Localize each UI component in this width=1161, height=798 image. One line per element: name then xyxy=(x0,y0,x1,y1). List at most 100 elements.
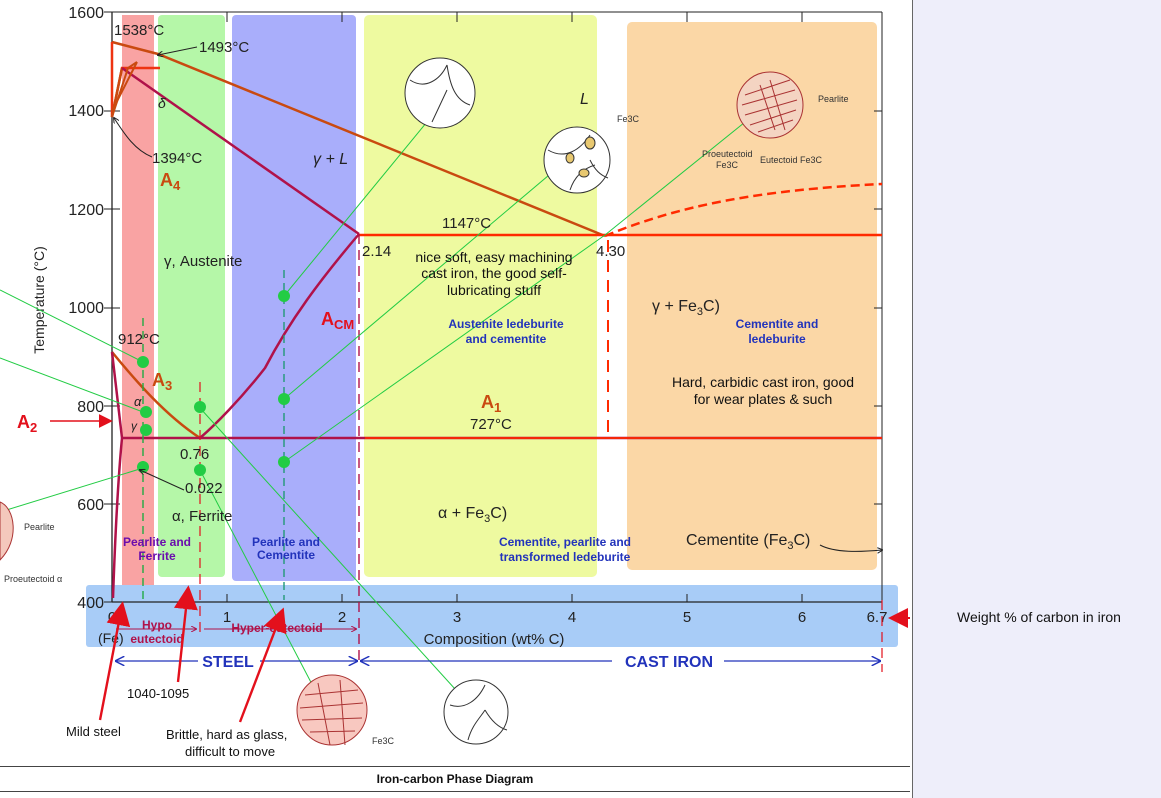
phase-cementite: Cementite (Fe3C) xyxy=(686,532,810,552)
figure-caption: Iron-carbon Phase Diagram xyxy=(0,766,910,792)
a3-line xyxy=(111,351,201,440)
band-cementite-ledeburite-1: Cementite and xyxy=(736,317,819,331)
y-tick-800: 800 xyxy=(77,399,104,416)
phase-delta: δ xyxy=(158,95,166,111)
region-hypo: Hypo xyxy=(142,618,172,632)
ferrite-solvus-line xyxy=(111,437,124,599)
solidus-austenite-line xyxy=(121,66,360,236)
label-4-30: 4.30 xyxy=(596,243,625,260)
red-zone-band xyxy=(122,15,154,595)
x-tick-6-7: 6.7 xyxy=(867,609,888,626)
y-tick-600: 600 xyxy=(77,497,104,514)
microstructure-leader-lines xyxy=(0,99,761,701)
micro-eutectic xyxy=(543,126,611,194)
x-tick-6: 6 xyxy=(798,609,806,626)
label-a4: A4 xyxy=(160,170,181,193)
y-tick-1200: 1200 xyxy=(68,202,104,219)
x-tick-1: 1 xyxy=(223,609,231,626)
band-austenite-ledeburite-1: Austenite ledeburite xyxy=(448,317,564,331)
yellow-zone-band xyxy=(364,15,597,577)
band-cementite-pearlite-1: Cementite, pearlite and xyxy=(499,535,631,549)
acm-line xyxy=(199,233,360,439)
y-tick-1600: 1600 xyxy=(68,5,104,22)
phase-gamma: γ xyxy=(131,419,138,433)
x-tick-2: 2 xyxy=(338,609,346,626)
note-soft-iron-3: lubricating stuff xyxy=(447,282,541,298)
micro-austenite-liquid xyxy=(404,57,476,129)
x-tick-3: 3 xyxy=(453,609,461,626)
band-cementite-ledeburite-2: ledeburite xyxy=(748,332,806,346)
phase-austenite: γ, Austenite xyxy=(164,253,242,270)
micro-austenite-grains xyxy=(443,679,509,745)
phase-diagram-svg: 1600 1400 1200 1000 800 600 400 Temperat… xyxy=(0,5,946,759)
x-axis-label: Composition (wt% C) xyxy=(424,631,565,648)
sample-dots xyxy=(137,290,290,476)
note-soft-iron-2: cast iron, the good self- xyxy=(421,265,567,281)
label-1493: 1493°C xyxy=(199,39,249,56)
band-pearlite-ferrite-1: Pearlite and xyxy=(123,535,191,549)
phase-alpha: α xyxy=(134,394,142,409)
blue-zone-band xyxy=(232,15,356,581)
micro-pearlite-cementite xyxy=(736,71,804,139)
label-1394: 1394°C xyxy=(152,150,202,167)
x-tick-4: 4 xyxy=(568,609,576,626)
region-eutectoid: eutectoid xyxy=(130,632,183,646)
band-pearlite-ferrite-2: Ferrite xyxy=(138,549,176,563)
micro-label-proeutectoid-fe3c-1: Proeutectoid xyxy=(702,149,753,159)
weight-pct-callout: Weight % of carbon in iron xyxy=(957,609,1121,625)
micro-label-proeutectoid-fe3c-2: Fe3C xyxy=(716,160,739,170)
label-1538: 1538°C xyxy=(114,22,164,39)
region-cast-iron: CAST IRON xyxy=(625,654,713,671)
a2-ferrite-line xyxy=(110,351,124,439)
label-2-14: 2.14 xyxy=(362,243,391,260)
label-a3: A3 xyxy=(152,370,172,393)
a4-line xyxy=(111,61,138,112)
phase-ferrite: α, Ferrite xyxy=(172,508,232,525)
micro-label-fe3c-liquid: Fe3C xyxy=(617,114,640,124)
label-912: 912°C xyxy=(118,331,160,348)
callout-mild-steel: Mild steel xyxy=(66,724,121,739)
x-tick-5: 5 xyxy=(683,609,691,626)
x-tick-0: 0 xyxy=(108,609,116,626)
region-steel: STEEL xyxy=(202,654,254,671)
note-hard-iron-2: for wear plates & such xyxy=(694,391,833,407)
band-pearlite-cementite-2: Cementite xyxy=(257,548,315,562)
note-hard-iron-1: Hard, carbidic cast iron, good xyxy=(672,374,854,390)
side-panel: Weight % of carbon in iron xyxy=(912,0,1161,798)
y-tick-400: 400 xyxy=(77,595,104,612)
micro-pearlite-steel xyxy=(296,674,368,746)
callout-brittle-1: Brittle, hard as glass, xyxy=(166,727,287,742)
x-sublabel-fe: (Fe) xyxy=(98,630,124,646)
phase-alpha-fe3c: α + Fe3C) xyxy=(438,505,507,525)
micro-label-pearlite-left: Pearlite xyxy=(24,522,55,532)
band-pearlite-cementite-1: Pearlite and xyxy=(252,535,320,549)
label-a1: A1 xyxy=(481,392,501,415)
micro-pearlite-left xyxy=(0,501,14,561)
micro-label-eutectoid-fe3c: Eutectoid Fe3C xyxy=(760,155,823,165)
micro-label-proeutectoid-alpha: Proeutectoid α xyxy=(4,574,62,584)
micro-label-fe3c-steel: Fe3C xyxy=(372,736,395,746)
label-a2: A2 xyxy=(17,412,37,435)
callout-1040: 1040-1095 xyxy=(127,686,189,701)
phase-gamma-l: γ + L xyxy=(313,151,348,168)
label-727: 727°C xyxy=(470,416,512,433)
band-austenite-ledeburite-2: and cementite xyxy=(466,332,547,346)
phase-gamma-fe3c: γ + Fe3C) xyxy=(652,298,720,318)
callout-brittle-2: difficult to move xyxy=(185,744,275,759)
note-soft-iron-1: nice soft, easy machining xyxy=(415,249,572,265)
green-zone-band xyxy=(158,15,225,577)
axis-band xyxy=(86,585,898,647)
label-acm: ACM xyxy=(321,309,354,332)
band-cementite-pearlite-2: transformed ledeburite xyxy=(500,550,631,564)
micro-label-pearlite-right: Pearlite xyxy=(818,94,849,104)
phase-liquid: L xyxy=(580,91,589,108)
orange-zone-band xyxy=(627,22,877,570)
label-0-022: 0.022 xyxy=(185,480,223,497)
y-tick-1400: 1400 xyxy=(68,103,104,120)
y-axis-label: Temperature (°C) xyxy=(31,246,47,354)
cementite-liquidus-dashed xyxy=(604,182,883,238)
label-1147: 1147°C xyxy=(442,215,491,232)
label-0-76: 0.76 xyxy=(180,446,209,463)
y-tick-1000: 1000 xyxy=(68,300,104,317)
